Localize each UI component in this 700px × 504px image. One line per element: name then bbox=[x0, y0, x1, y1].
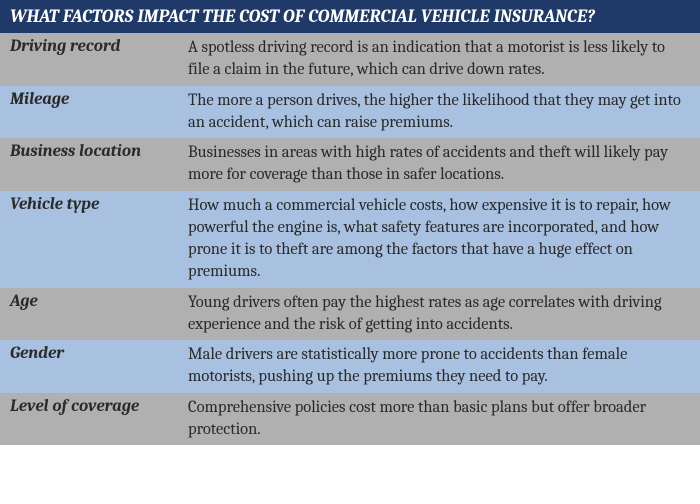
factor-label: Driving record bbox=[0, 33, 186, 60]
factor-label: Gender bbox=[0, 340, 186, 367]
table-row: Level of coverageComprehensive policies … bbox=[0, 393, 700, 446]
factor-description: Businesses in areas with high rates of a… bbox=[186, 138, 700, 191]
factors-table: Driving recordA spotless driving record … bbox=[0, 33, 700, 445]
factor-description: A spotless driving record is an indicati… bbox=[186, 33, 700, 86]
factor-label: Age bbox=[0, 288, 186, 315]
factor-label: Mileage bbox=[0, 86, 186, 113]
factor-description: Young drivers often pay the highest rate… bbox=[186, 288, 700, 341]
factor-label: Business location bbox=[0, 138, 186, 165]
factor-label: Level of coverage bbox=[0, 393, 186, 420]
table-row: AgeYoung drivers often pay the highest r… bbox=[0, 288, 700, 341]
factor-label: Vehicle type bbox=[0, 191, 186, 218]
table-row: Business locationBusinesses in areas wit… bbox=[0, 138, 700, 191]
factor-description: Comprehensive policies cost more than ba… bbox=[186, 393, 700, 446]
factor-description: Male drivers are statistically more pron… bbox=[186, 340, 700, 393]
table-row: GenderMale drivers are statistically mor… bbox=[0, 340, 700, 393]
table-row: MileageThe more a person drives, the hig… bbox=[0, 86, 700, 139]
factor-description: How much a commercial vehicle costs, how… bbox=[186, 191, 700, 288]
table-row: Driving recordA spotless driving record … bbox=[0, 33, 700, 86]
factor-description: The more a person drives, the higher the… bbox=[186, 86, 700, 139]
table-header: WHAT FACTORS IMPACT THE COST OF COMMERCI… bbox=[0, 0, 700, 33]
table-row: Vehicle typeHow much a commercial vehicl… bbox=[0, 191, 700, 288]
